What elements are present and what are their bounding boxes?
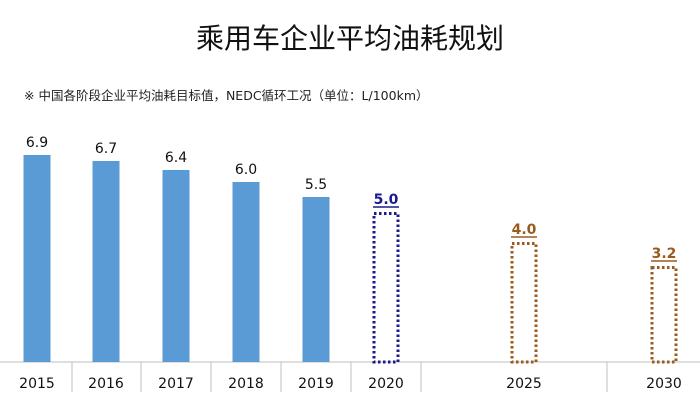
bar: [162, 170, 190, 362]
data-label: 4.0: [512, 222, 537, 238]
bar: [232, 182, 260, 362]
x-tick-label: 2017: [158, 376, 194, 392]
x-tick-label: 2015: [19, 376, 55, 392]
x-tick-label: 2025: [506, 376, 542, 392]
bar: [23, 155, 51, 362]
data-label: 6.7: [95, 141, 117, 157]
data-label: 3.2: [652, 246, 677, 262]
bar-target-outline: [650, 266, 678, 364]
data-label: 6.4: [165, 150, 187, 166]
x-tick-label: 2019: [298, 376, 334, 392]
x-tick-label: 2016: [88, 376, 124, 392]
x-tick-label: 2020: [368, 376, 404, 392]
x-tick-label: 2018: [228, 376, 264, 392]
data-label: 5.5: [305, 177, 327, 193]
chart-note: ※ 中国各阶段企业平均油耗目标值，NEDC循环工况（单位：L/100km）: [24, 88, 429, 103]
bar: [92, 161, 120, 362]
x-tick-label: 2030: [646, 376, 682, 392]
data-label: 5.0: [374, 192, 399, 208]
bar-target-outline: [510, 242, 538, 364]
bar: [302, 197, 330, 362]
data-label: 6.0: [235, 162, 257, 178]
chart-title: 乘用车企业平均油耗规划: [195, 22, 504, 55]
bar-target-outline: [372, 212, 400, 364]
data-label: 6.9: [26, 135, 48, 151]
